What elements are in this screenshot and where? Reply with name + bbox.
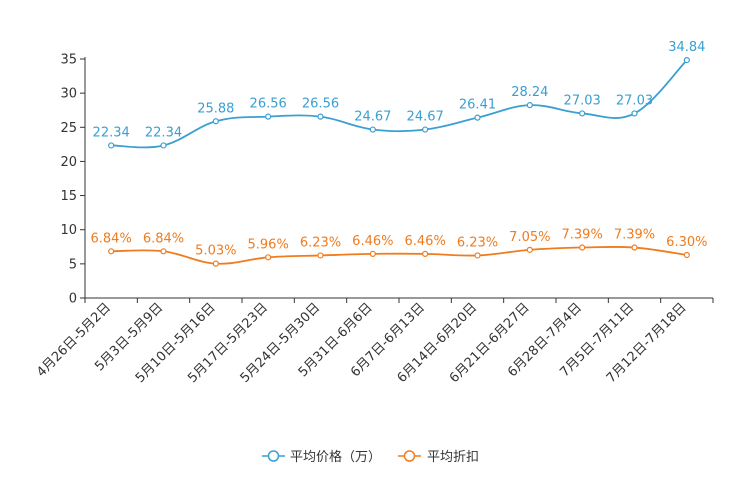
data-point-price[interactable] (526, 102, 533, 109)
data-label-discount: 6.46% (405, 234, 446, 249)
y-tick-label: 30 (60, 87, 77, 102)
data-point-price[interactable] (265, 113, 272, 120)
legend: 平均价格（万） 平均折扣 (262, 449, 479, 465)
data-point-discount[interactable] (631, 244, 638, 251)
series-line-discount (111, 245, 687, 265)
data-point-discount[interactable] (212, 260, 219, 267)
data-point-discount[interactable] (108, 248, 115, 255)
data-label-price: 25.88 (197, 101, 234, 116)
data-label-price: 28.24 (511, 85, 548, 100)
data-label-discount: 6.23% (300, 235, 341, 250)
data-point-price[interactable] (631, 110, 638, 117)
y-tick-label: 5 (69, 257, 77, 272)
x-axis: 4月26日-5月2日5月3日-5月9日5月10日-5月16日5月17日-5月23… (34, 297, 714, 386)
data-point-price[interactable] (212, 118, 219, 125)
data-point-discount[interactable] (369, 250, 376, 257)
data-label-discount: 6.30% (666, 235, 707, 250)
series-discount: 6.84% 6.84% 5.03% 5.96% 6.23% 6.46% 6.46% 6.23%… (91, 228, 707, 267)
data-point-price[interactable] (579, 110, 586, 117)
y-tick-label: 25 (60, 121, 77, 136)
data-label-discount: 7.39% (562, 228, 603, 243)
data-point-price[interactable] (474, 114, 481, 121)
legend-label-price: 平均价格（万） (290, 449, 381, 465)
legend-marker-price (267, 450, 280, 462)
data-label-discount: 6.84% (91, 231, 132, 246)
data-label-price: 34.84 (668, 40, 705, 55)
legend-item-price[interactable]: 平均价格（万） (262, 449, 381, 465)
data-point-price[interactable] (422, 126, 429, 133)
data-point-discount[interactable] (265, 254, 272, 261)
data-label-price: 26.56 (302, 97, 339, 112)
data-point-price[interactable] (683, 56, 690, 64)
data-point-discount[interactable] (474, 252, 481, 259)
data-point-price[interactable] (369, 126, 376, 133)
data-label-discount: 7.05% (509, 230, 550, 245)
data-point-discount[interactable] (683, 251, 690, 259)
y-tick-label: 35 (60, 53, 77, 68)
data-label-price: 22.34 (93, 125, 130, 140)
data-label-price: 24.67 (354, 110, 391, 125)
data-label-price: 27.03 (616, 93, 653, 108)
data-point-price[interactable] (160, 142, 167, 149)
legend-marker-discount (403, 450, 416, 462)
data-point-discount[interactable] (422, 250, 429, 257)
y-tick-label: 15 (60, 189, 77, 204)
legend-label-discount: 平均折扣 (427, 450, 479, 465)
data-label-discount: 5.03% (195, 244, 236, 259)
data-point-discount[interactable] (579, 244, 586, 251)
data-label-discount: 6.84% (143, 231, 184, 246)
data-label-price: 26.41 (459, 98, 496, 113)
data-label-discount: 6.46% (352, 234, 393, 249)
y-tick-label: 0 (69, 292, 77, 307)
series-line-price (111, 59, 688, 149)
data-point-discount[interactable] (526, 246, 533, 253)
data-label-discount: 7.39% (614, 228, 655, 243)
legend-item-discount[interactable]: 平均折扣 (398, 450, 479, 465)
y-tick-label: 10 (60, 223, 77, 238)
data-label-price: 22.34 (145, 125, 182, 140)
y-tick-label: 20 (60, 155, 77, 170)
series-price: 22.34 22.34 25.88 26.56 26.56 24.67 24.67 26.41… (93, 40, 705, 149)
data-label-price: 27.03 (564, 93, 601, 108)
data-label-discount: 6.23% (457, 235, 498, 250)
data-point-discount[interactable] (317, 252, 324, 259)
data-point-price[interactable] (108, 142, 115, 149)
data-label-discount: 5.96% (248, 237, 289, 252)
data-point-price[interactable] (317, 113, 324, 120)
data-point-discount[interactable] (160, 248, 167, 255)
data-label-price: 26.56 (250, 97, 287, 112)
data-label-price: 24.67 (407, 110, 444, 125)
y-axis: 0 5 10 15 20 25 30 35 (60, 53, 86, 307)
series-layer: 22.34 22.34 25.88 26.56 26.56 24.67 24.67 26.41… (91, 40, 707, 267)
